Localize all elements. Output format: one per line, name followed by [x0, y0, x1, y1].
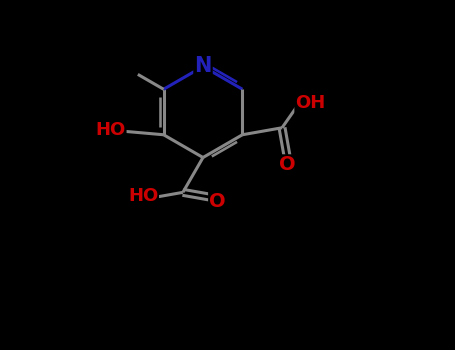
Text: HO: HO — [128, 187, 158, 204]
Text: HO: HO — [96, 121, 126, 139]
Text: O: O — [209, 192, 226, 211]
Text: OH: OH — [295, 94, 325, 112]
Text: O: O — [279, 155, 295, 174]
Text: N: N — [194, 56, 212, 77]
